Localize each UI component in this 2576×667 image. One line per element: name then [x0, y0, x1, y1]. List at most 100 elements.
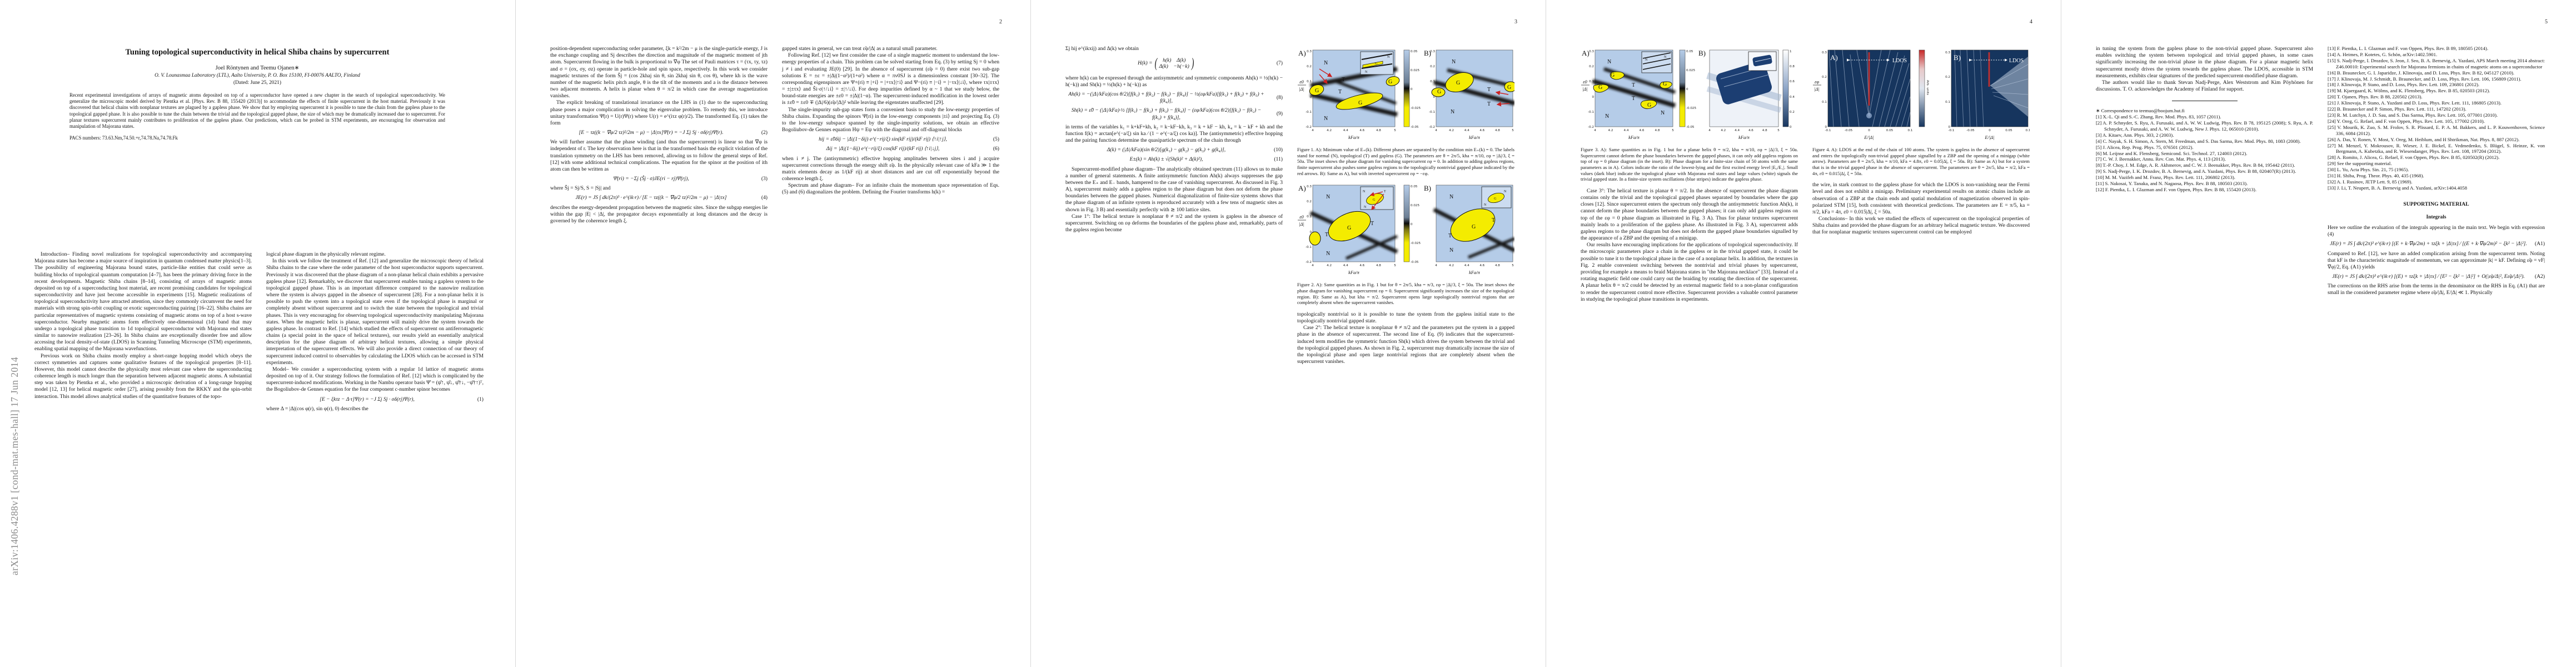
x-axis-ticks: -0.1 -0.05 0 0.05 0.1 — [1949, 129, 2030, 132]
svg-text:T: T — [1384, 190, 1386, 193]
reference-item: [17] J. Klinovaja, M. J. Schmidt, B. Bra… — [2328, 76, 2522, 82]
svg-text:-0.05: -0.05 — [1966, 129, 1975, 132]
svg-text:0: 0 — [1592, 96, 1594, 99]
svg-text:T: T — [1342, 77, 1345, 83]
paragraph: Supercurrent-modified phase diagram– The… — [1065, 166, 1283, 213]
equation-3: Ψ̄(ri) = −Σj (Ŝj · σ)JE(ri − rj)Ψ̄(rj),(… — [613, 176, 768, 182]
reference-item: [2] A. P. Schnyder, S. Ryu, A. Furusaki,… — [2096, 120, 2313, 132]
reference-item: [6] M. Leijnse and K. Flensberg, Semicon… — [2096, 150, 2248, 156]
affiliation: O. V. Lounasmaa Laboratory (LTL), Aalto … — [155, 73, 360, 78]
svg-text:5: 5 — [1512, 129, 1514, 132]
reference-item: [11] S. Nakosai, Y. Tanaka, and N. Nagao… — [2096, 181, 2248, 187]
svg-text:0.05: 0.05 — [1886, 129, 1894, 132]
colorbar: Arb. units — [1919, 49, 1929, 127]
svg-text:N: N — [1452, 59, 1456, 65]
paren-close: ) — [1191, 56, 1194, 71]
column-left: position-dependent superconducting order… — [550, 46, 768, 225]
paragraph: Here we outline the evaluation of the in… — [2328, 225, 2545, 238]
column-left: Σj hij e^(ikxij) and Δ(k) we obtain H(k)… — [1065, 46, 1283, 233]
page-number: 3 — [1514, 19, 1517, 25]
reference-item: [28] A. Romito, J. Alicea, G. Refael, F.… — [2328, 155, 2500, 161]
panel-b-label: B) — [1424, 49, 1431, 57]
svg-text:N: N — [1363, 190, 1366, 193]
title-block: Tuning topological superconductivity in … — [33, 48, 481, 141]
equation-6: Δij = |Δ|(1−δij) e^(−rij/ξ) cos(kF rij)/… — [826, 146, 999, 152]
page-1: arXiv:1406.4288v1 [cond-mat.mes-hall] 17… — [0, 0, 515, 667]
reference-item: [24] Y. Oreg, G. Refael, and F. von Oppe… — [2328, 118, 2485, 124]
svg-text:4: 4 — [1435, 264, 1437, 267]
paragraph: Case 2°: The helical texture is nonplana… — [1297, 325, 1514, 365]
svg-text:G: G — [1456, 80, 1460, 86]
equation-2: [E − τz((k − ∇φ/2 τz)²/2m − μ) − |Δ|τx]Ψ… — [579, 130, 768, 136]
svg-text:0.1: 0.1 — [1307, 215, 1312, 218]
svg-text:|Δ|: |Δ| — [1299, 86, 1304, 92]
paragraph: The authors would like to thank Stevan N… — [2096, 79, 2313, 93]
svg-text:4.8: 4.8 — [1495, 129, 1500, 132]
x-axis-label: kFa/π — [1469, 270, 1481, 275]
svg-text:-0.2: -0.2 — [1306, 126, 1312, 129]
arxiv-stamp: arXiv:1406.4288v1 [cond-mat.mes-hall] 17… — [9, 357, 20, 575]
svg-text:0.2: 0.2 — [1430, 65, 1435, 68]
y-axis-ticks: 0.3 0.2 0.1 0 -0.1 -0.2 — [1429, 50, 1435, 129]
ldos-panel-b: LDOS B) — [1951, 49, 2029, 127]
equation-5: hij = ε̃0δij − |Δ|(1−δij) e^(−rij/ξ) sin… — [819, 136, 999, 143]
svg-text:0.05: 0.05 — [1411, 50, 1418, 53]
paragraph: Σj hij e^(ikxij) and Δ(k) we obtain — [1065, 46, 1139, 52]
svg-text:4.2: 4.2 — [1721, 129, 1726, 132]
svg-text:4.4: 4.4 — [1735, 129, 1740, 132]
x-axis-label: E/|Δ| — [1864, 135, 1874, 140]
panel-b-label: B) — [1424, 184, 1431, 192]
svg-text:T: T — [1632, 96, 1635, 102]
svg-text:4.2: 4.2 — [1327, 129, 1332, 132]
paragraph: the wire, in stark contrast to the gaple… — [1812, 182, 2030, 215]
svg-text:εφ: εφ — [1815, 79, 1819, 84]
column-right: εφ |Δ| — [1812, 46, 2030, 236]
svg-text:4.4: 4.4 — [1343, 264, 1348, 267]
reference-item: [9] S. Nadj-Perge, I. K. Drozdov, B. A. … — [2096, 168, 2296, 175]
finite-size-panel-b — [1706, 49, 1782, 127]
paragraph: We will further assume that the phase wi… — [550, 139, 768, 172]
panel-b-label: B) — [1954, 53, 1961, 62]
figure-1-plot: A) ε0 |Δ| — [1298, 49, 1514, 140]
reference-item: [1] X.-L. Qi and S.-C. Zhang, Rev. Mod. … — [2096, 114, 2221, 120]
column-right: A) ε0 |Δ| — [1297, 46, 1514, 365]
reference-item: [7] C. W. J. Beenakker, Annu. Rev. Con. … — [2096, 156, 2226, 162]
svg-text:5: 5 — [1777, 129, 1780, 132]
ldos-streaks — [1954, 49, 1984, 127]
phase-panel-b: N G G T G T N — [1431, 49, 1514, 127]
abstract: Recent experimental investigations of ar… — [69, 92, 445, 130]
equation-4: JE(r) = JS ∫ dk/(2π)³ · e^(ik·r) ⁄ [E − … — [575, 195, 768, 201]
y-axis-ticks: 0.3 0.2 0.1 0 — [1822, 51, 1827, 129]
figure-4: εφ |Δ| — [1812, 47, 2030, 145]
svg-text:N: N — [1484, 203, 1487, 207]
svg-text:-0.1: -0.1 — [1949, 129, 1955, 132]
reference-item: [3] A. Kitaev, Ann. Phys. 303, 2 (2003). — [2096, 132, 2174, 138]
reference-item: [21] J. Klinovaja, P. Stano, A. Yazdani … — [2328, 100, 2502, 106]
svg-text:4.8: 4.8 — [1762, 129, 1767, 132]
svg-text:4.4: 4.4 — [1464, 129, 1469, 132]
svg-text:N: N — [1365, 71, 1368, 74]
svg-text:-0.1: -0.1 — [1306, 246, 1312, 249]
svg-text:0.3: 0.3 — [1307, 185, 1312, 188]
svg-text:N: N — [1326, 251, 1330, 257]
panel-a-label: A) — [1298, 49, 1306, 57]
svg-text:0: 0 — [1989, 129, 1991, 132]
svg-text:0.4: 0.4 — [1790, 96, 1795, 99]
dated-line: (Dated: June 25, 2021) — [233, 80, 281, 86]
svg-text:-0.1: -0.1 — [1306, 111, 1312, 114]
svg-text:T: T — [1338, 89, 1342, 95]
paragraph: The corrections on the RHS arise from th… — [2328, 283, 2545, 296]
figure-2: A) ε0 |Δ| — [1297, 182, 1514, 280]
svg-text:0.025: 0.025 — [1411, 69, 1419, 72]
y-axis-label: ε0 |Δ| — [1298, 214, 1306, 227]
svg-text:4.8: 4.8 — [1655, 129, 1660, 132]
y-axis-ticks: 0.3 0.2 0.1 0 -0.1 -0.2 — [1306, 50, 1312, 129]
svg-text:0.3: 0.3 — [1822, 51, 1827, 54]
svg-text:4.2: 4.2 — [1449, 264, 1454, 267]
svg-text:ε0: ε0 — [1583, 79, 1587, 84]
reference-item: [16] B. Braunecker, G. I. Japaridze, J. … — [2328, 69, 2514, 76]
figure-3-plot: A) ε0 |Δ| — [1581, 49, 1795, 140]
svg-text:5: 5 — [1394, 264, 1396, 267]
svg-text:G: G — [1472, 224, 1476, 230]
figure-1-caption: Figure 1. A): Minimum value of E₊(k). Di… — [1297, 147, 1514, 176]
